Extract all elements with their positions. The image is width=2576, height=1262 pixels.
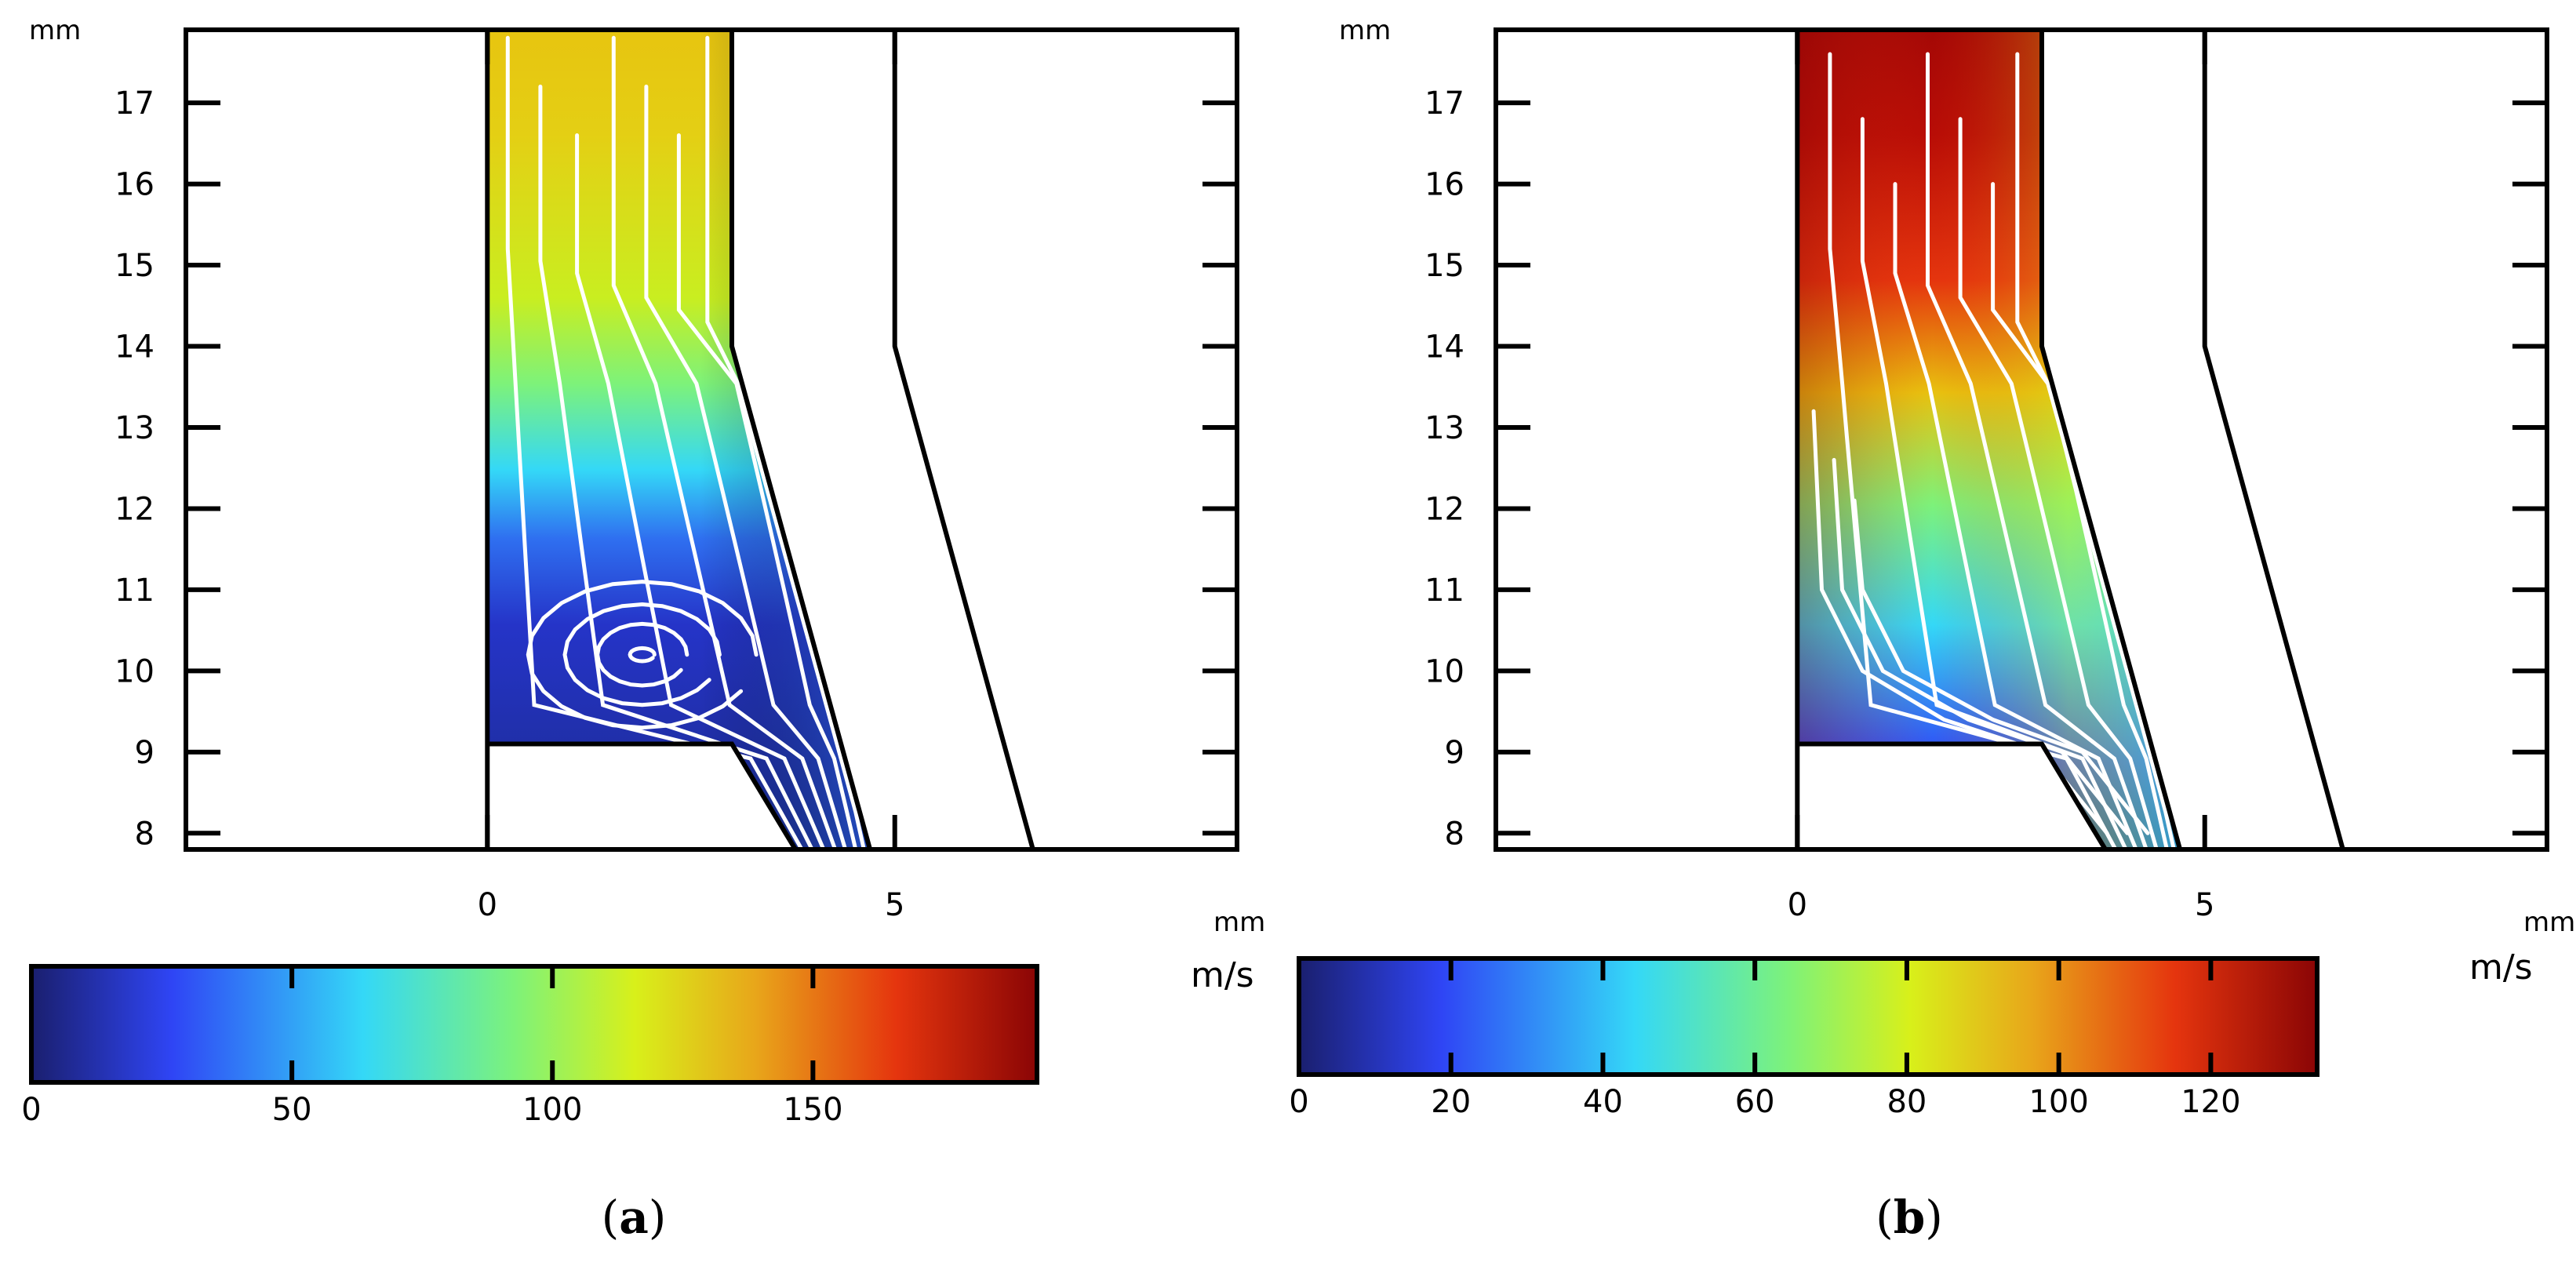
y-tick-label: 9 [135, 735, 155, 771]
streamline [611, 35, 838, 849]
y-tick-label: 10 [1424, 653, 1464, 689]
panel-a: 8 9 10 11 12 13 14 15 16 17 0 5 mm mm [29, 15, 1265, 938]
wall-segment [2202, 30, 2345, 849]
x-tick-label: 5 [2195, 887, 2214, 923]
streamlines-a [505, 35, 866, 849]
colorbar-b-ticks: 0 20 40 60 80 100 120 [1289, 958, 2241, 1120]
x-tick-label: 5 [885, 887, 904, 923]
x-unit-label-a: mm [1213, 907, 1265, 938]
velocity-field-a-shade [487, 30, 871, 849]
y-tick-label: 8 [135, 816, 155, 852]
y-tick-label: 12 [115, 491, 155, 527]
x-unit-label-b: mm [2523, 907, 2575, 938]
y-unit-label-b: mm [1339, 15, 1391, 46]
y-unit-label-a: mm [29, 15, 81, 46]
colorbar-tick-label: 100 [522, 1092, 582, 1128]
y-tick-label: 9 [1445, 735, 1464, 771]
y-tick-label: 17 [1424, 85, 1464, 122]
y-tick-label: 11 [1424, 573, 1464, 609]
streamline [562, 602, 722, 707]
colorbar-tick-label: 60 [1735, 1084, 1775, 1120]
velocity-field-b-shade [1797, 30, 2181, 849]
wall-segment [2039, 30, 2183, 849]
colorbar-a-unit: m/s [1191, 955, 1254, 995]
colorbar-tick-label: 20 [1431, 1084, 1471, 1120]
streamline [1832, 457, 2130, 835]
colorbar-a-ticks: 0 50 100 150 [21, 966, 843, 1128]
streamline [595, 621, 689, 688]
y-tick-label: 14 [1424, 329, 1464, 366]
colorbar-tick-label: 0 [1289, 1084, 1308, 1120]
y-tick-label: 14 [115, 329, 155, 366]
streamline [2015, 52, 2176, 849]
colorbar-a: 0 50 100 150 [21, 964, 1039, 1128]
y-tick-label: 16 [115, 167, 155, 203]
subfigure-label-b: (b) [1876, 1191, 1943, 1244]
streamline [1893, 182, 2138, 849]
y-tick-label: 17 [115, 85, 155, 122]
streamline [505, 35, 805, 849]
y-tick-label: 13 [1424, 410, 1464, 446]
y-tick-label: 16 [1424, 167, 1464, 203]
streamline [644, 84, 848, 849]
y-tick-label: 8 [1445, 816, 1464, 852]
streamline [1860, 117, 2128, 849]
streamline [676, 133, 858, 849]
geometry-walls-a [485, 30, 1035, 849]
colorbar-tick-label: 50 [272, 1092, 312, 1128]
colorbar-b-gradient [1297, 956, 2319, 1077]
axis-ticks-b: 8 9 10 11 12 13 14 15 16 17 0 5 [1424, 30, 2547, 923]
x-tick-label: 0 [478, 887, 497, 923]
plot-frame-b [1494, 27, 2549, 852]
subfigure-label-a: (a) [602, 1191, 667, 1244]
wall-segment [1797, 741, 2108, 849]
streamline [1828, 52, 2118, 849]
y-tick-label: 13 [115, 410, 155, 446]
streamline [1852, 498, 2150, 835]
colorbar-b: 0 20 40 60 80 100 120 [1289, 956, 2319, 1120]
plot-frame-a [184, 27, 1239, 852]
wall-segment [892, 30, 1035, 849]
colorbar-tick-label: 80 [1887, 1084, 1927, 1120]
wall-segment [730, 30, 873, 849]
wall-segment [487, 741, 799, 849]
colorbar-tick-label: 40 [1583, 1084, 1623, 1120]
streamline [1926, 52, 2148, 849]
y-tick-label: 15 [1424, 248, 1464, 284]
colorbar-b-unit: m/s [2469, 947, 2533, 987]
streamline [526, 580, 759, 730]
y-tick-label: 12 [1424, 491, 1464, 527]
x-tick-label: 0 [1788, 887, 1807, 923]
axis-ticks-a: 8 9 10 11 12 13 14 15 16 17 0 5 [115, 30, 1237, 923]
streamline [575, 133, 826, 849]
colorbar-tick-label: 120 [2181, 1084, 2240, 1120]
streamline [705, 35, 866, 849]
y-tick-label: 11 [115, 573, 155, 609]
y-tick-label: 15 [115, 248, 155, 284]
streamline [1991, 182, 2169, 849]
streamline [1958, 117, 2159, 849]
panel-b: 8 9 10 11 12 13 14 15 16 17 0 5 mm mm [1339, 15, 2575, 938]
geometry-walls-b [1795, 30, 2345, 849]
colorbar-tick-label: 0 [21, 1092, 41, 1128]
y-tick-label: 10 [115, 653, 155, 689]
streamline [628, 646, 657, 664]
colorbar-tick-label: 100 [2028, 1084, 2088, 1120]
streamline [538, 84, 815, 849]
colorbar-a-gradient [29, 964, 1039, 1085]
colorbar-tick-label: 150 [783, 1092, 842, 1128]
